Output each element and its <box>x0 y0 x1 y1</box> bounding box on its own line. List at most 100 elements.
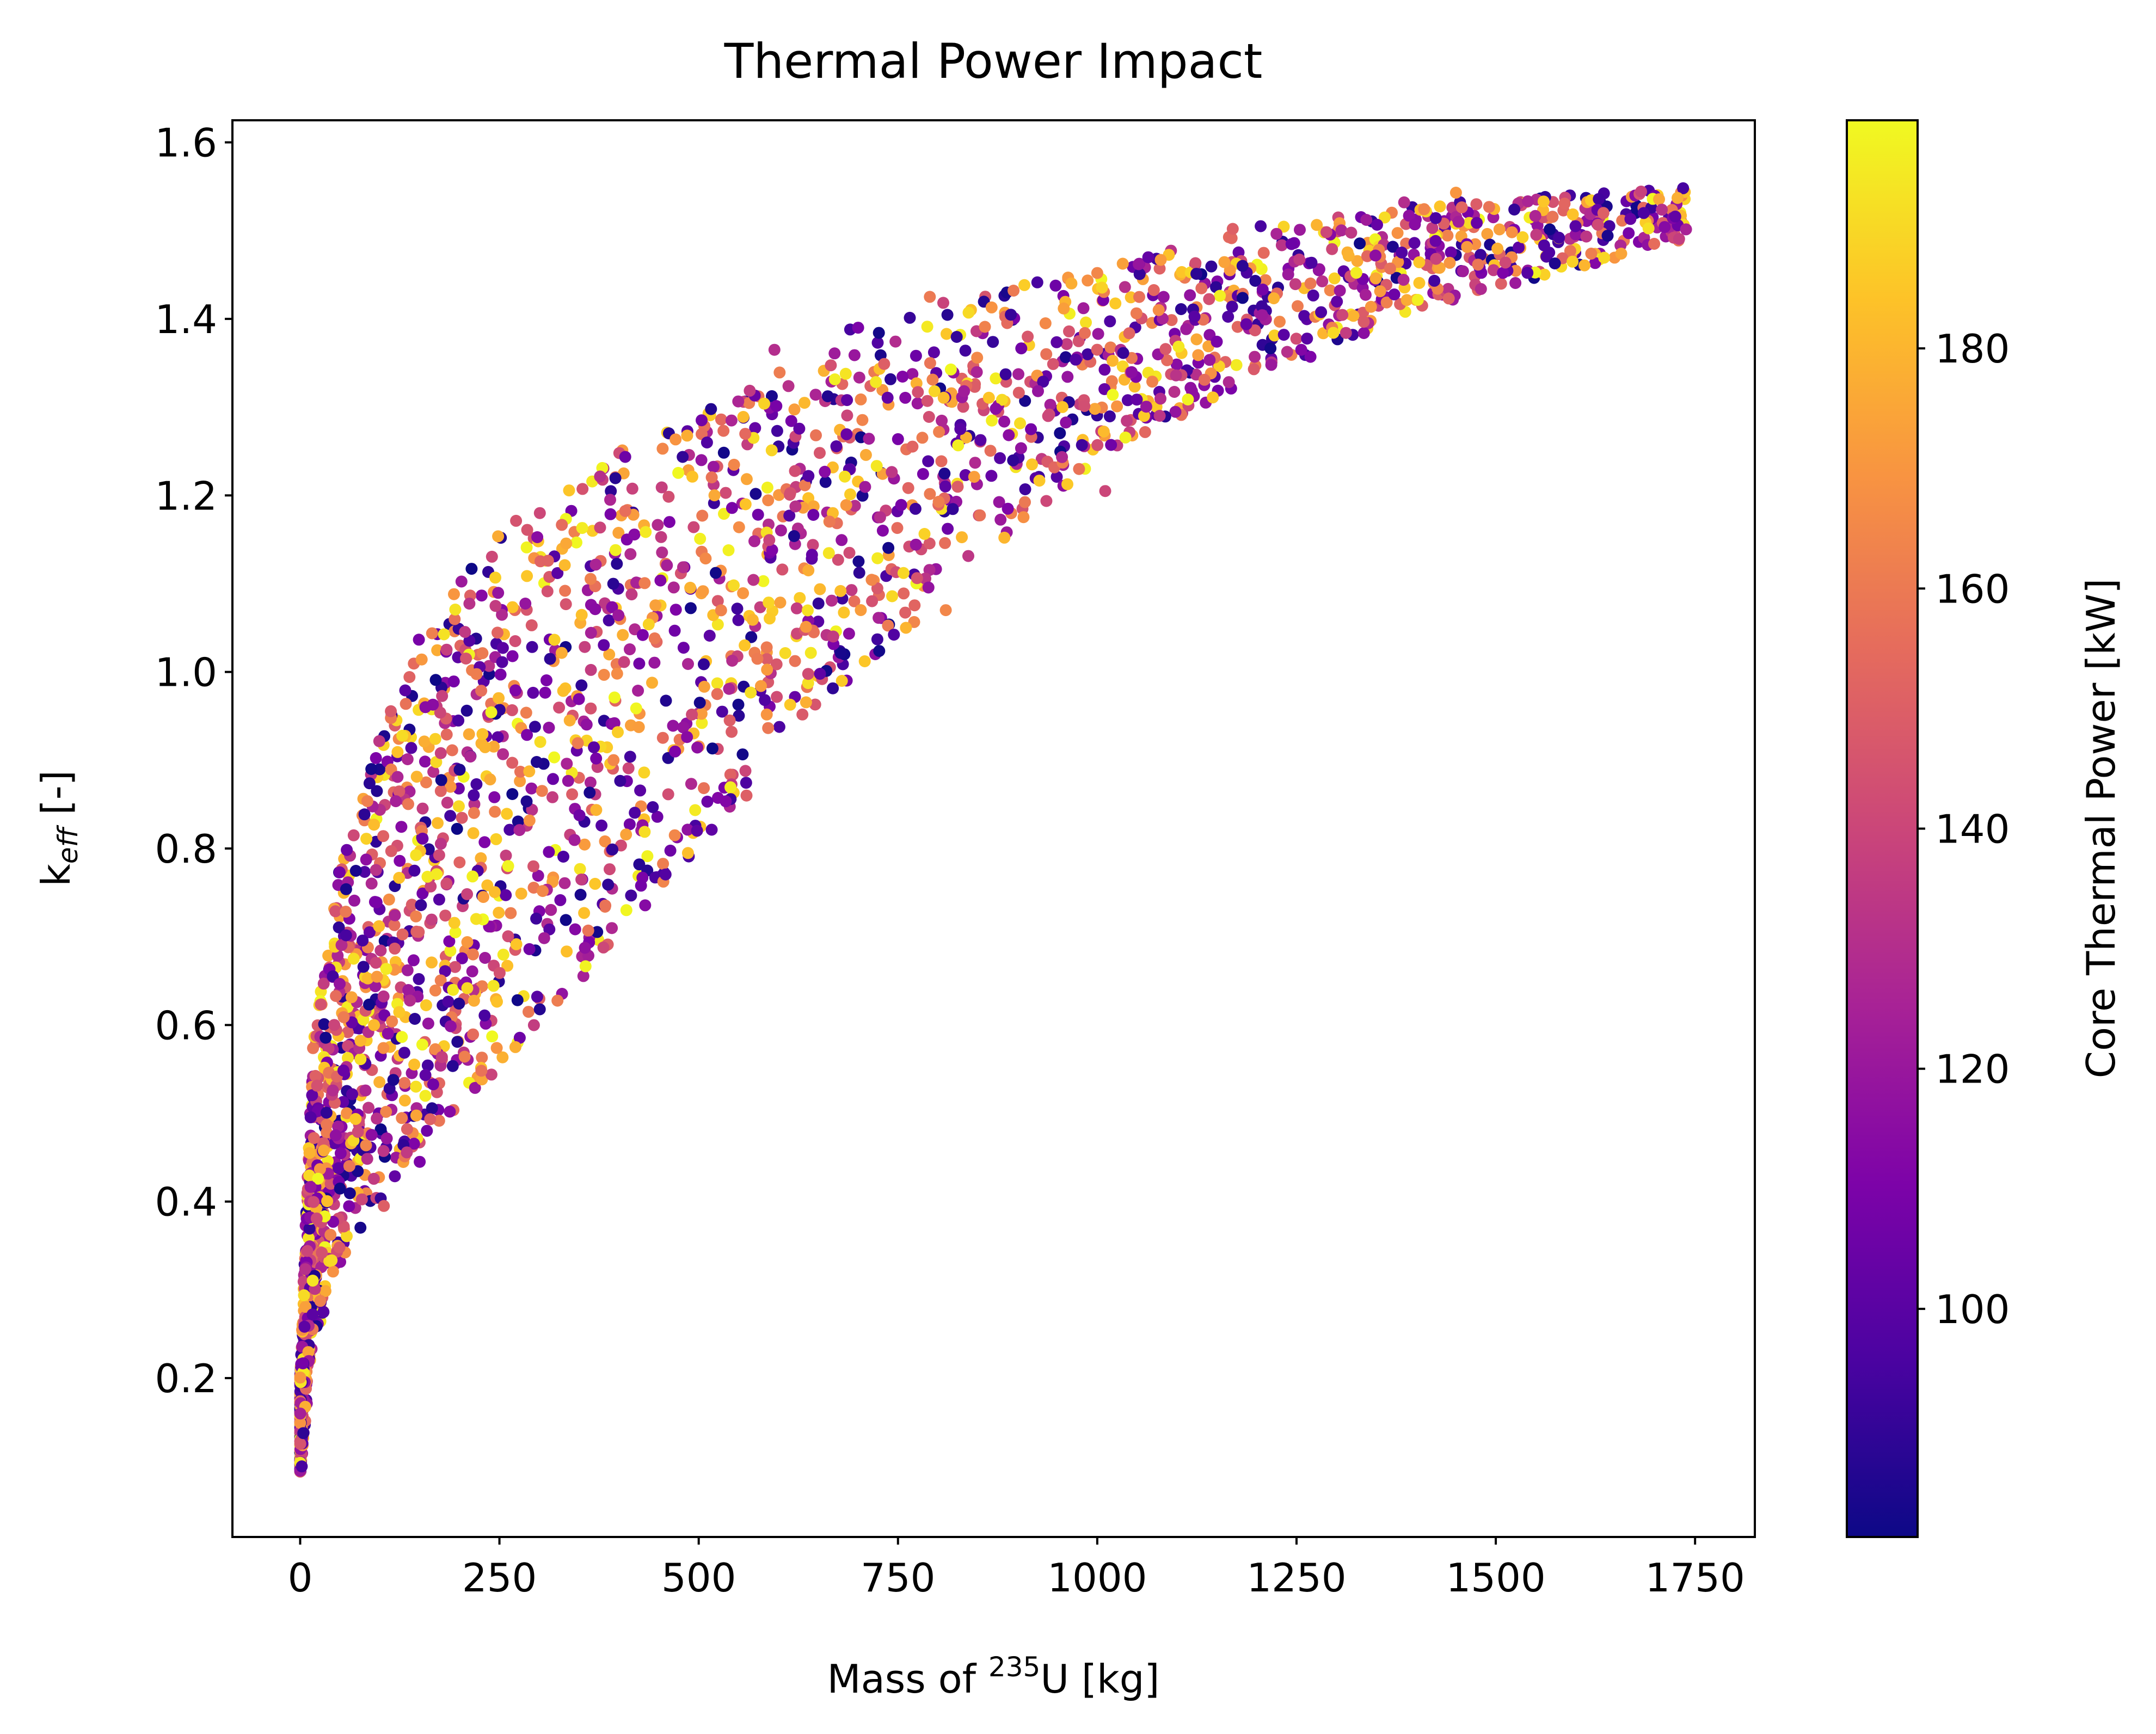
scatter-point <box>1154 392 1166 405</box>
scatter-point <box>1429 212 1442 224</box>
scatter-point <box>720 795 732 808</box>
scatter-point <box>346 1088 358 1100</box>
scatter-point <box>489 805 501 818</box>
scatter-point <box>789 655 801 667</box>
scatter-point <box>886 590 898 602</box>
scatter-point <box>506 788 519 800</box>
scatter-point <box>1540 250 1553 263</box>
scatter-point <box>951 481 964 493</box>
scatter-point <box>1656 204 1668 216</box>
scatter-point <box>1569 220 1582 232</box>
scatter-point <box>548 634 561 646</box>
scatter-point <box>1222 311 1234 323</box>
scatter-point <box>1169 405 1182 418</box>
scatter-point <box>828 347 841 360</box>
scatter-point <box>605 485 617 497</box>
scatter-point <box>954 423 967 435</box>
scatter-point <box>505 907 517 919</box>
scatter-point <box>585 702 597 715</box>
scatter-point <box>825 359 837 372</box>
scatter-point <box>755 680 767 692</box>
scatter-point <box>492 626 503 639</box>
scatter-point <box>1585 248 1598 260</box>
scatter-point <box>896 371 909 383</box>
scatter-point <box>1051 471 1063 483</box>
scatter-point <box>731 602 744 615</box>
scatter-point <box>614 774 626 787</box>
scatter-point <box>503 823 516 836</box>
scatter-point <box>911 397 924 410</box>
scatter-point <box>652 519 664 531</box>
scatter-point <box>1142 251 1154 263</box>
scatter-point <box>1648 238 1661 250</box>
scatter-point <box>1117 347 1129 359</box>
scatter-point <box>455 575 468 588</box>
scatter-point <box>1580 230 1593 243</box>
scatter-point <box>1170 369 1182 382</box>
y-tick-label: 0.8 <box>155 826 217 872</box>
scatter-point <box>370 956 382 969</box>
scatter-point <box>576 483 589 495</box>
scatter-point <box>453 764 466 776</box>
scatter-point <box>447 675 460 688</box>
scatter-point <box>431 644 444 656</box>
scatter-point <box>757 575 770 587</box>
scatter-point <box>1107 389 1119 401</box>
scatter-point <box>519 598 532 610</box>
scatter-point <box>711 595 724 607</box>
scatter-point <box>827 630 839 643</box>
scatter-point <box>402 798 414 810</box>
scatter-point <box>998 415 1010 428</box>
scatter-point <box>468 798 481 810</box>
scatter-point <box>902 482 914 494</box>
scatter-point <box>1499 256 1512 269</box>
scatter-point <box>1281 346 1293 358</box>
scatter-point <box>878 358 890 370</box>
scatter-point <box>489 571 501 584</box>
scatter-point <box>871 633 883 645</box>
scatter-point <box>649 599 662 612</box>
scatter-point <box>761 481 773 494</box>
scatter-point <box>766 390 778 402</box>
scatter-point <box>609 544 622 556</box>
scatter-point <box>633 657 646 670</box>
scatter-point <box>1475 249 1487 261</box>
scatter-point <box>606 922 618 934</box>
scatter-point <box>859 481 871 493</box>
scatter-point <box>758 397 770 410</box>
scatter-point <box>385 845 397 857</box>
scatter-point <box>333 921 345 933</box>
chart-title: Thermal Power Impact <box>724 33 1263 89</box>
scatter-point <box>733 521 745 533</box>
scatter-point <box>642 618 655 631</box>
scatter-point <box>926 373 939 386</box>
scatter-point <box>641 850 654 863</box>
scatter-point <box>1493 223 1506 236</box>
scatter-point <box>740 789 753 802</box>
scatter-point <box>410 925 423 938</box>
scatter-point <box>849 500 861 512</box>
scatter-point <box>358 808 371 821</box>
scatter-point <box>924 488 936 500</box>
scatter-point <box>937 297 949 309</box>
scatter-point <box>1059 351 1072 364</box>
scatter-point <box>691 741 704 754</box>
scatter-point <box>434 706 446 719</box>
scatter-point <box>489 600 502 612</box>
scatter-point <box>538 932 550 944</box>
scatter-point <box>1211 335 1223 348</box>
scatter-point <box>413 973 425 985</box>
scatter-point <box>824 515 836 528</box>
scatter-point <box>426 956 438 969</box>
y-tick-label: 0.4 <box>155 1179 217 1225</box>
scatter-point <box>1374 285 1386 298</box>
scatter-point <box>1292 300 1304 312</box>
scatter-point <box>1354 237 1366 250</box>
scatter-point <box>476 1073 488 1086</box>
scatter-point <box>510 514 523 527</box>
scatter-point <box>527 1019 540 1031</box>
scatter-point <box>1567 255 1579 268</box>
scatter-point <box>361 1153 373 1165</box>
scatter-point <box>303 1222 316 1235</box>
scatter-point <box>470 668 483 680</box>
